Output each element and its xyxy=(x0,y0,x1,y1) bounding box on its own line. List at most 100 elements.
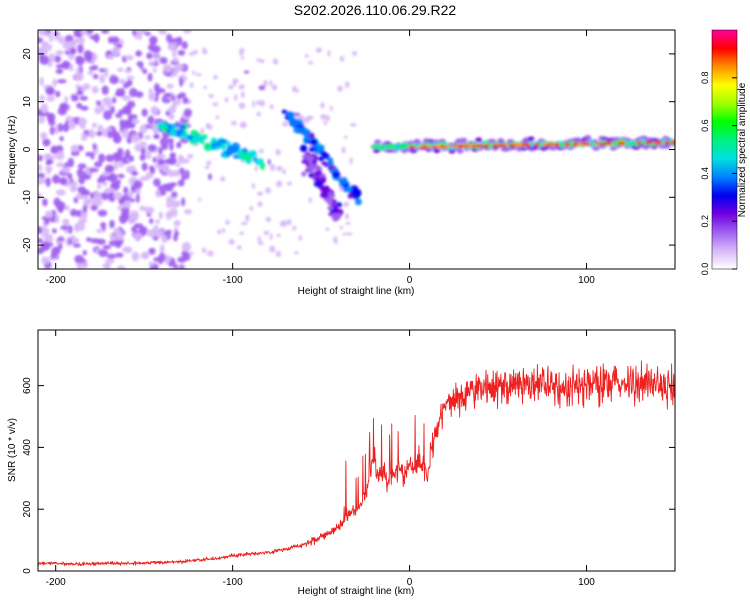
spectrogram-noise-speckle xyxy=(60,225,69,231)
spectrogram-noise-speckle xyxy=(68,47,77,55)
spectrogram-carrier-core xyxy=(424,145,432,149)
spectrogram-noise-speckle xyxy=(55,162,65,168)
spectrogram-noise-speckle xyxy=(269,163,276,171)
spectrogram-noise-speckle xyxy=(215,115,220,120)
spectrogram-noise-speckle xyxy=(269,104,274,110)
spectrogram-noise-speckle xyxy=(42,138,51,147)
spectrogram-noise-speckle xyxy=(192,70,196,76)
spectrogram-noise-speckle xyxy=(174,69,179,74)
spectrogram-noise-speckle xyxy=(125,166,134,173)
spectrogram-noise-speckle xyxy=(147,115,155,125)
spectrogram-carrier-core xyxy=(477,144,484,148)
spectrogram-doppler-blob xyxy=(299,144,308,153)
spectrogram-carrier-core xyxy=(542,143,549,147)
spectrogram-noise-speckle xyxy=(168,141,174,151)
spectrogram-noise-speckle xyxy=(79,95,88,101)
spectrogram-noise-speckle xyxy=(149,35,158,45)
spectrogram-noise-speckle xyxy=(230,120,237,126)
snr-y-tick-label: 0 xyxy=(22,568,33,574)
spectrogram-noise-speckle xyxy=(112,46,121,56)
spectrogram-noise-speckle xyxy=(155,219,160,224)
spectrogram-doppler-blob xyxy=(303,155,308,161)
spectrogram-carrier-halo xyxy=(527,136,535,142)
spectrogram-noise-speckle xyxy=(292,85,298,93)
spectrogram-noise-speckle xyxy=(168,169,176,178)
spectrogram-x-axis-label: Height of straight line (km) xyxy=(298,286,415,297)
spectrogram-noise-speckle xyxy=(147,72,153,82)
spectrogram-noise-speckle xyxy=(127,113,133,124)
spectrogram-noise-speckle xyxy=(282,121,289,127)
spectrogram-noise-speckle xyxy=(350,123,357,127)
spectrogram-noise-speckle xyxy=(178,92,186,98)
spectrogram-noise-speckle xyxy=(198,197,202,202)
spectrogram-noise-speckle xyxy=(81,262,89,269)
snr-panel: -200 -100 0 100 0 200 400 600 Height of straig… xyxy=(7,329,676,597)
snr-frame xyxy=(37,329,676,572)
spectrogram-doppler-blob xyxy=(178,124,186,130)
spectrogram-noise-speckle xyxy=(320,113,327,120)
spectrogram-noise-speckle xyxy=(256,100,262,106)
spectrogram-noise-speckle xyxy=(172,48,177,58)
spectrogram-noise-speckle xyxy=(217,229,222,235)
spectrogram-doppler-blob xyxy=(301,127,307,136)
spectrogram-noise-speckle xyxy=(91,86,99,94)
spectrogram-y-ticks: -20 -10 0 10 20 xyxy=(22,48,675,252)
spectrogram-noise-speckle xyxy=(72,243,81,248)
spectrogram-noise-speckle xyxy=(139,124,148,135)
spectrogram-noise-speckle xyxy=(59,177,68,186)
spectrogram-noise-speckle xyxy=(141,108,148,117)
spectrogram-noise-speckle xyxy=(85,151,92,157)
spectrogram-noise-speckle xyxy=(249,205,254,211)
spectrogram-noise-speckle xyxy=(54,34,60,41)
spectrogram-noise-speckle xyxy=(42,153,53,160)
spectrogram-noise-speckle xyxy=(344,81,350,89)
spectrogram-noise-speckle xyxy=(115,252,124,258)
spectrogram-noise-speckle xyxy=(225,219,230,225)
spectrogram-noise-speckle xyxy=(182,97,189,104)
spectrogram-noise-speckle xyxy=(102,263,111,269)
spectrogram-noise-speckle xyxy=(115,179,122,185)
spectrogram-noise-speckle xyxy=(40,228,50,233)
spectrogram-noise-speckle xyxy=(55,68,64,75)
spectrogram-noise-speckle xyxy=(172,57,179,63)
spectrogram-noise-speckle xyxy=(96,238,106,245)
spectrogram-carrier-core xyxy=(533,143,541,147)
colorbar: 0.0 0.2 0.4 0.6 0.8 Normalized spectral ampl… xyxy=(700,29,748,275)
snr-y-ticks: 0 200 400 600 xyxy=(22,377,675,574)
spectrogram-noise-speckle xyxy=(342,232,347,236)
spectrogram-noise-speckle xyxy=(159,137,169,147)
spectrogram-noise-speckle xyxy=(125,104,131,111)
spectrogram-noise-speckle xyxy=(158,146,163,155)
snr-x-tick-label: 0 xyxy=(407,577,413,588)
spectrogram-noise-speckle xyxy=(271,84,278,91)
spectrogram-noise-speckle xyxy=(117,67,124,72)
spectrogram-noise-speckle xyxy=(179,77,184,87)
spectrogram-noise-speckle xyxy=(118,213,128,224)
spectrogram-noise-speckle xyxy=(42,41,49,48)
spectrogram-noise-speckle xyxy=(183,108,193,118)
spectrogram-noise-speckle xyxy=(293,251,299,255)
spectrogram-carrier-core xyxy=(619,141,626,145)
spectrogram-noise-speckle xyxy=(166,201,173,209)
spectrogram-carrier-core xyxy=(654,141,661,145)
snr-x-ticks: -200 -100 0 100 xyxy=(46,330,595,588)
spectrogram-noise-speckle xyxy=(76,102,83,109)
spectrogram-noise-speckle xyxy=(161,234,168,244)
spectrogram-noise-speckle xyxy=(125,247,133,254)
spectrogram-noise-speckle xyxy=(129,87,138,98)
spectrogram-noise-speckle xyxy=(257,191,264,197)
spectrogram-noise-speckle xyxy=(90,205,99,211)
spectrogram-noise-speckle xyxy=(189,51,194,57)
spectrogram-noise-speckle xyxy=(158,252,166,263)
spectrogram-noise-speckle xyxy=(109,219,115,229)
spectrogram-noise-speckle xyxy=(109,75,120,85)
spectrogram-doppler-blob xyxy=(327,157,334,162)
spectrogram-noise-speckle xyxy=(341,146,346,154)
spectrogram-noise-speckle xyxy=(244,70,250,74)
spectrogram-noise-speckle xyxy=(254,166,258,172)
spectrogram-doppler-blob xyxy=(281,109,288,114)
colorbar-tick-label: 0.6 xyxy=(700,119,710,132)
spectrogram-noise-speckle xyxy=(345,213,350,220)
spectrogram-noise-speckle xyxy=(135,50,143,57)
spectrogram-y-tick-label: 0 xyxy=(22,146,33,152)
